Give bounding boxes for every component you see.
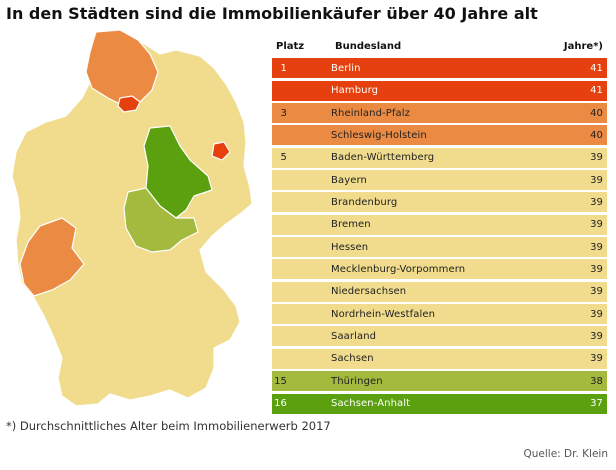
table-row: 5 Baden-Württemberg 39: [272, 147, 607, 168]
state-cell: Rheinland-Pfalz: [331, 107, 410, 119]
map-berlin: [211, 141, 231, 161]
state-cell: Nordrhein-Westfalen: [331, 308, 436, 320]
age-cell: 39: [590, 219, 603, 231]
map-thueringen: [123, 187, 199, 253]
state-cell: Sachsen: [331, 353, 374, 365]
age-cell: 39: [590, 308, 603, 320]
source-note: Quelle: Dr. Klein: [523, 448, 609, 460]
table-body: 1 Berlin 41 Hamburg 41 3 Rheinland-Pfalz 40 Schl…: [272, 58, 607, 414]
table-row: 15 Thüringen 38: [272, 371, 607, 392]
state-cell: Thüringen: [331, 375, 383, 387]
rank-cell: 5: [280, 152, 287, 164]
state-cell: Mecklenburg-Vorpommern: [331, 263, 466, 275]
rank-cell: 1: [280, 62, 287, 74]
map-sachsen-anhalt: [143, 125, 213, 219]
table-row: 3 Rheinland-Pfalz 40: [272, 103, 607, 124]
chart-title: In den Städten sind die Immobilienkäufer…: [6, 4, 538, 23]
table-row: Niedersachsen 39: [272, 281, 607, 302]
age-cell: 37: [590, 398, 603, 409]
ranking-table: Platz Bundesland Jahre*) 1 Berlin 41 Hambur…: [272, 36, 607, 414]
table-row: Saarland 39: [272, 326, 607, 347]
state-cell: Berlin: [331, 62, 361, 74]
header-age: Jahre*): [563, 40, 603, 52]
age-cell: 39: [590, 241, 603, 253]
age-cell: 39: [590, 353, 603, 365]
table-row: 16 Sachsen-Anhalt 37: [272, 393, 607, 414]
map-rheinland-pfalz: [19, 217, 85, 297]
age-cell: 39: [590, 174, 603, 186]
header-state: Bundesland: [335, 40, 402, 52]
table-row: Brandenburg 39: [272, 192, 607, 213]
state-cell: Bayern: [331, 174, 367, 186]
state-cell: Hessen: [331, 241, 369, 253]
age-cell: 39: [590, 263, 603, 275]
table-row: Bayern 39: [272, 170, 607, 191]
rank-cell: 16: [274, 398, 287, 409]
age-cell: 39: [590, 330, 603, 342]
state-cell: Niedersachsen: [331, 286, 407, 298]
map-hamburg: [117, 95, 141, 113]
state-cell: Bremen: [331, 219, 371, 231]
rank-cell: 15: [274, 375, 287, 387]
footnote: *) Durchschnittliches Alter beim Immobil…: [6, 419, 331, 433]
age-cell: 40: [590, 107, 603, 119]
table-row: 1 Berlin 41: [272, 58, 607, 79]
table-row: Mecklenburg-Vorpommern 39: [272, 259, 607, 280]
table-row: Nordrhein-Westfalen 39: [272, 304, 607, 325]
germany-map: [11, 29, 253, 407]
header-rank: Platz: [276, 40, 305, 52]
table-row: Sachsen 39: [272, 348, 607, 369]
age-cell: 41: [590, 85, 603, 97]
rank-cell: 3: [280, 107, 287, 119]
state-cell: Schleswig-Holstein: [331, 129, 427, 141]
state-cell: Brandenburg: [331, 196, 398, 208]
state-cell: Hamburg: [331, 85, 379, 97]
state-cell: Sachsen-Anhalt: [331, 398, 411, 409]
age-cell: 39: [590, 286, 603, 298]
age-cell: 39: [590, 152, 603, 164]
age-cell: 40: [590, 129, 603, 141]
age-cell: 38: [590, 375, 603, 387]
table-row: Bremen 39: [272, 214, 607, 235]
state-cell: Saarland: [331, 330, 377, 342]
table-header: Platz Bundesland Jahre*): [272, 36, 607, 56]
state-cell: Baden-Württemberg: [331, 152, 435, 164]
age-cell: 39: [590, 196, 603, 208]
age-cell: 41: [590, 62, 603, 74]
table-row: Hamburg 41: [272, 80, 607, 101]
table-row: Hessen 39: [272, 237, 607, 258]
table-row: Schleswig-Holstein 40: [272, 125, 607, 146]
